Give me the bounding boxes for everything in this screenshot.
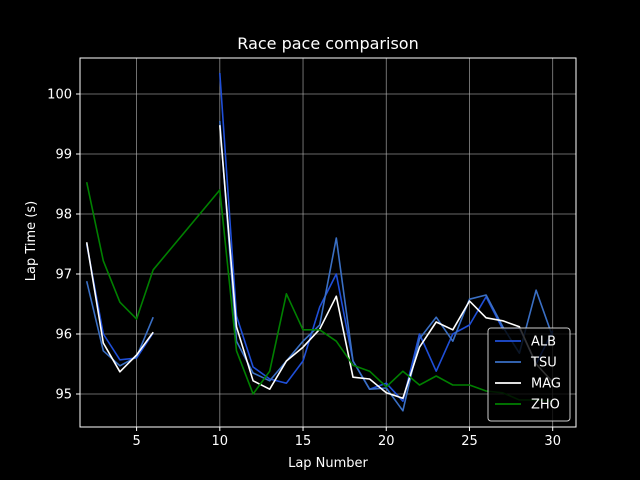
series-line-tsu bbox=[85, 281, 154, 367]
x-tick-label: 25 bbox=[461, 434, 478, 449]
y-tick-label: 100 bbox=[47, 88, 72, 103]
chart-title: Race pace comparison bbox=[237, 34, 418, 53]
x-tick-label: 20 bbox=[378, 434, 395, 449]
y-tick-label: 95 bbox=[55, 388, 72, 403]
legend-label-tsu: TSU bbox=[530, 356, 557, 371]
x-tick-label: 30 bbox=[544, 434, 561, 449]
legend-label-zho: ZHO bbox=[531, 398, 560, 413]
x-tick-label: 15 bbox=[295, 434, 312, 449]
series-line-zho bbox=[85, 182, 553, 402]
y-tick-label: 99 bbox=[55, 148, 72, 163]
series-lines bbox=[85, 72, 554, 412]
y-tick-label: 98 bbox=[55, 208, 72, 223]
series-line-mag bbox=[85, 242, 154, 373]
axis-ticks: 5 10 15 20 25 30 95 96 97 98 99 100 bbox=[47, 88, 561, 450]
y-axis-label: Lap Time (s) bbox=[24, 201, 39, 281]
legend: ALB TSU MAG ZHO bbox=[487, 327, 571, 422]
y-tick-label: 96 bbox=[55, 328, 72, 343]
legend-label-alb: ALB bbox=[531, 335, 556, 350]
x-tick-label: 10 bbox=[212, 434, 229, 449]
series-line-tsu bbox=[219, 120, 554, 412]
x-tick-label: 5 bbox=[132, 434, 140, 449]
legend-label-mag: MAG bbox=[531, 377, 561, 392]
grid-lines bbox=[80, 58, 576, 427]
series-line-alb bbox=[85, 243, 154, 361]
series-line-mag bbox=[219, 125, 554, 400]
legend-box bbox=[487, 327, 571, 422]
x-axis-label: Lap Number bbox=[288, 456, 368, 471]
plot-frame bbox=[79, 57, 577, 428]
y-tick-label: 97 bbox=[55, 268, 72, 283]
